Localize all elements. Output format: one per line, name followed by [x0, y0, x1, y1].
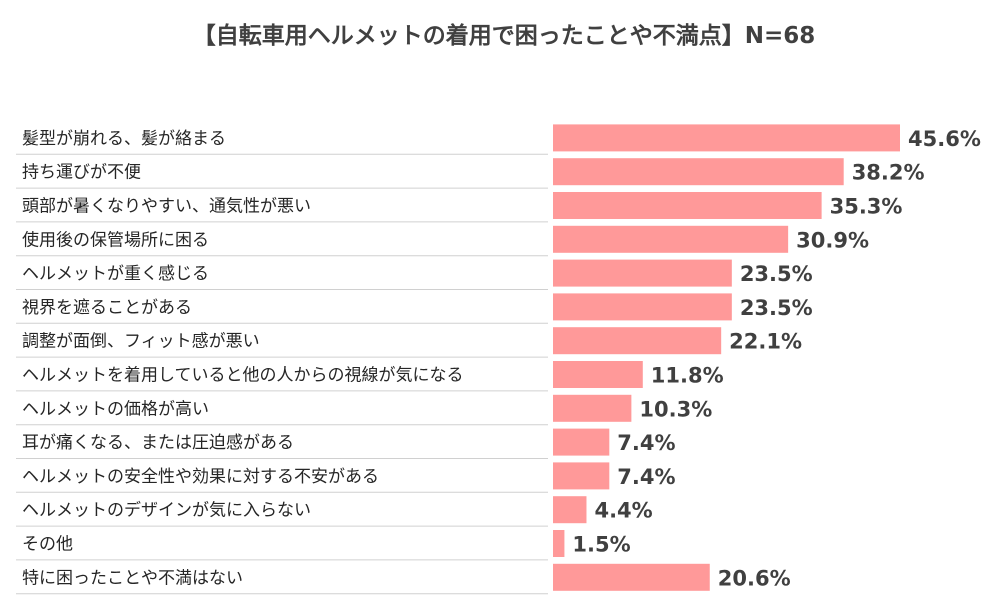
category-label: 特に困ったことや不満はない	[22, 568, 243, 588]
bar	[553, 462, 610, 490]
category-label: その他	[22, 535, 73, 555]
category-label: ヘルメットを着用していると他の人からの視線が気になる	[22, 366, 464, 386]
value-label: 23.5%	[740, 296, 813, 320]
category-label: 調整が面倒、フィット感が悪い	[22, 332, 260, 352]
category-label: 持ち運びが不便	[22, 163, 141, 183]
category-label: ヘルメットの価格が高い	[22, 399, 209, 419]
value-label: 20.6%	[718, 566, 791, 590]
value-label: 7.4%	[617, 431, 675, 455]
category-label: 髪型が崩れる、髪が絡まる	[22, 129, 226, 149]
category-label: 視界を遮ることがある	[22, 298, 192, 318]
bar	[553, 563, 710, 591]
bar	[553, 361, 643, 388]
value-label: 30.9%	[796, 228, 869, 252]
category-label: 頭部が暑くなりやすい、通気性が悪い	[22, 197, 311, 217]
value-label: 22.1%	[729, 330, 802, 354]
value-label: 1.5%	[572, 533, 630, 557]
bar	[553, 225, 789, 253]
bar	[553, 158, 844, 186]
value-label: 11.8%	[651, 364, 724, 388]
value-label: 4.4%	[594, 499, 652, 523]
chart-title: 【自転車用ヘルメットの着用で困ったことや不満点】N=68	[192, 23, 816, 49]
category-label: 使用後の保管場所に困る	[22, 229, 209, 250]
category-label: ヘルメットが重く感じる	[22, 264, 209, 284]
value-label: 38.2%	[852, 161, 925, 185]
bar	[553, 428, 610, 456]
category-label: 耳が痛くなる、または圧迫感がある	[22, 433, 294, 453]
value-label: 10.3%	[639, 397, 712, 421]
bar	[553, 293, 732, 321]
bar	[553, 192, 822, 219]
bar	[553, 327, 722, 355]
value-label: 45.6%	[908, 127, 981, 151]
value-label: 35.3%	[830, 195, 903, 219]
bar	[553, 259, 732, 287]
category-label: ヘルメットの安全性や効果に対する不安がある	[22, 467, 379, 487]
bar	[553, 124, 900, 152]
bar	[553, 530, 565, 557]
bar	[553, 496, 587, 524]
value-label: 7.4%	[617, 465, 675, 489]
category-label: ヘルメットのデザインが気に入らない	[22, 500, 311, 521]
value-label: 23.5%	[740, 262, 813, 286]
bar	[553, 394, 632, 422]
